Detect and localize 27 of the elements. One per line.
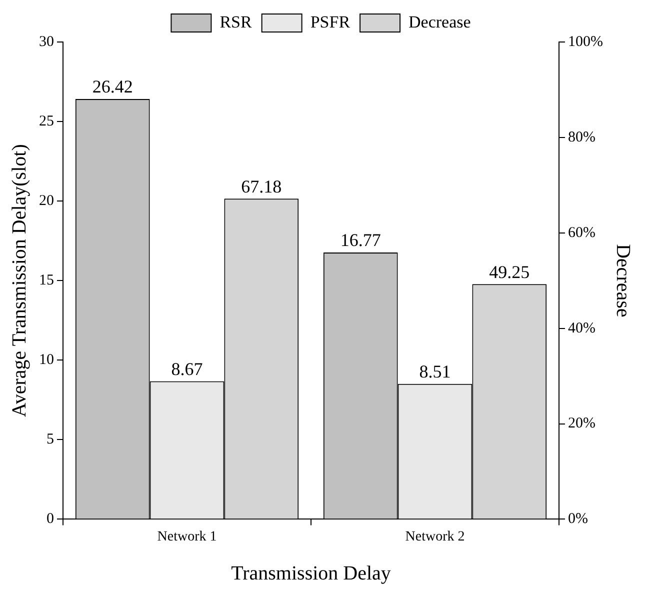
y2-tick-label: 0% xyxy=(568,511,588,528)
y-tick-label: 30 xyxy=(39,34,54,50)
y2-tick-label: 80% xyxy=(568,129,596,146)
y-tick-label: 20 xyxy=(39,193,54,210)
legend-label: PSFR xyxy=(310,12,351,32)
y2-tick-label: 40% xyxy=(568,320,596,336)
legend-label: Decrease xyxy=(408,12,471,32)
y2-tick-label: 20% xyxy=(568,416,596,432)
data-label: 8.67 xyxy=(171,359,203,380)
y-tick-label: 15 xyxy=(39,272,54,289)
data-label: 26.42 xyxy=(92,76,133,97)
legend-label: RSR xyxy=(220,12,252,32)
y2-tick-label: 100% xyxy=(568,34,604,50)
y-tick-label: 5 xyxy=(46,432,54,448)
data-label: 16.77 xyxy=(340,230,381,250)
y2-axis-title: Decrease xyxy=(612,244,634,318)
data-label: 49.25 xyxy=(489,262,530,282)
y-tick-label: 0 xyxy=(46,511,54,528)
y-tick-label: 10 xyxy=(39,352,54,368)
y-tick-label: 25 xyxy=(39,113,54,130)
x-tick-label: Network 1 xyxy=(157,529,217,544)
data-label: 67.18 xyxy=(241,176,282,196)
x-axis-title: Transmission Delay xyxy=(231,562,391,584)
x-tick-label: Network 2 xyxy=(405,529,465,544)
y2-tick-label: 60% xyxy=(568,224,596,241)
y-axis-title: Average Transmission Delay(slot) xyxy=(8,144,30,418)
data-label: 8.51 xyxy=(419,362,451,382)
